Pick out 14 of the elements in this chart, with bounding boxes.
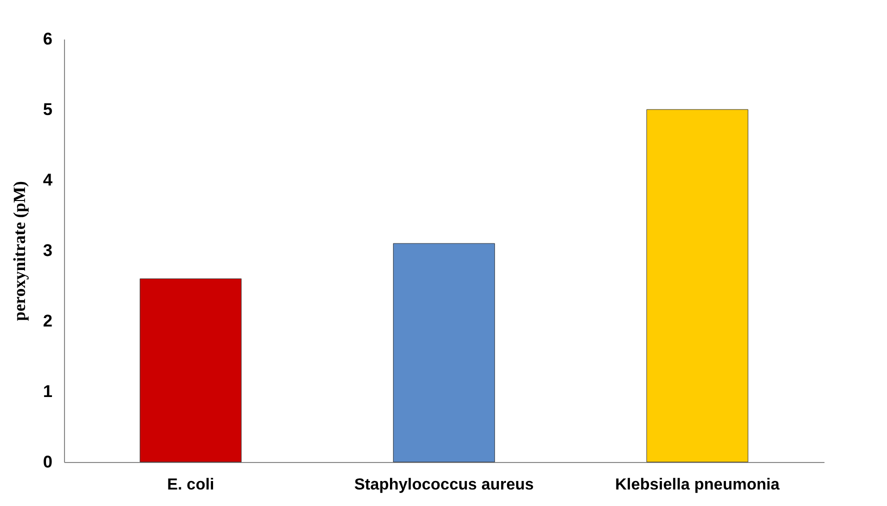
y-tick-label: 6 [43,30,52,48]
y-tick-label: 4 [43,170,54,190]
bar [646,109,748,462]
bar [393,243,495,462]
y-tick-label: 5 [43,100,52,119]
y-tick-label: 3 [43,241,52,260]
x-tick-label: Staphylococcus aureus [354,476,534,494]
x-tick-label: E. coli [167,476,214,494]
x-tick-label: Klebsiella pneumonia [615,476,780,494]
y-axis-title: peroxynitrate (pM) [10,181,30,321]
bar [140,278,242,462]
y-tick-label: 0 [43,452,52,472]
y-tick-label: 1 [43,382,52,401]
y-tick-label: 2 [43,312,52,330]
